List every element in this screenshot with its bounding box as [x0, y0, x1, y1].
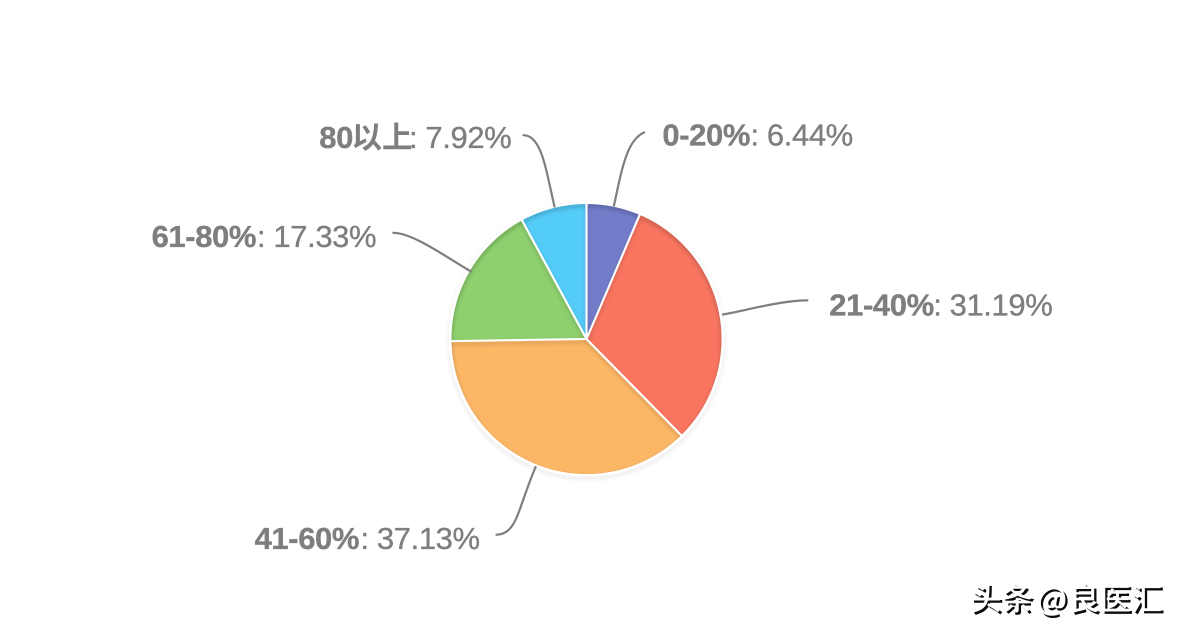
svg-text:0-20%: 0-20% — [662, 118, 750, 153]
svg-text:: 37.13%: : 37.13% — [361, 521, 480, 556]
svg-text:: 17.33%: : 17.33% — [257, 219, 376, 254]
svg-text:41-60%: 41-60% — [255, 521, 359, 556]
svg-text:: 6.44%: : 6.44% — [751, 118, 853, 153]
svg-text:21-40%: 21-40% — [829, 288, 933, 323]
svg-text:: 31.19%: : 31.19% — [933, 288, 1052, 323]
svg-text:61-80%: 61-80% — [152, 219, 256, 254]
svg-text:80: 80 — [319, 120, 353, 155]
svg-text:: 7.92%: : 7.92% — [409, 120, 511, 155]
